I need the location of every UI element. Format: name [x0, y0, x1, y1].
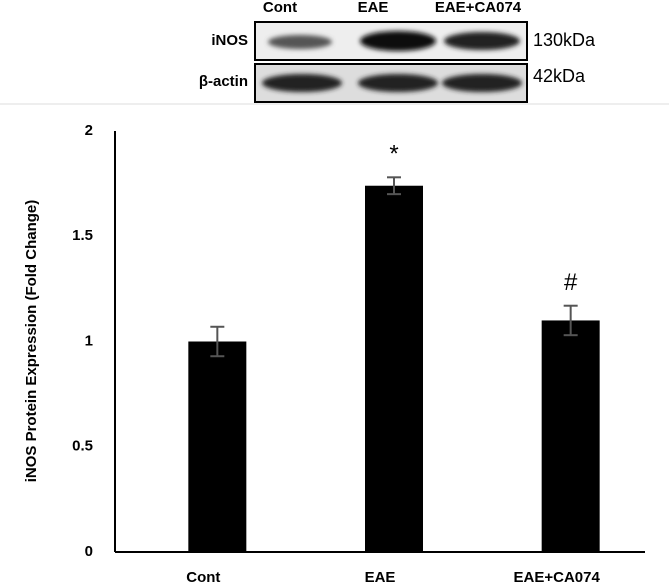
row-label: iNOS	[211, 32, 248, 49]
lane-label: EAE	[358, 0, 389, 16]
annotation: #	[564, 269, 578, 296]
error-bar	[210, 325, 225, 358]
error-bar	[387, 176, 401, 196]
lane-label: Cont	[263, 0, 297, 16]
lane-label: EAE+CA074	[435, 0, 522, 16]
bar	[541, 320, 600, 552]
x-tick-label: EAE	[365, 569, 396, 586]
x-tick-label: Cont	[186, 569, 220, 586]
bands	[262, 31, 522, 92]
y-tick-label: 1.5	[72, 227, 93, 244]
size-label: 42kDa	[533, 66, 586, 86]
y-tick-label: 0	[85, 543, 93, 560]
error-bar	[563, 304, 578, 337]
annotation: *	[389, 141, 398, 168]
row-label: β-actin	[199, 73, 248, 90]
y-tick-label: 1	[85, 332, 93, 349]
x-tick-label: EAE+CA074	[514, 569, 601, 586]
blot: Cont EAE EAE+CA074 iNOS β-actin 130kDa 4…	[0, 0, 669, 105]
plot: 0 0.5 1 1.5 2 Cont EAE EAE+CA074 * #	[72, 122, 645, 586]
size-label: 130kDa	[533, 30, 596, 50]
y-tick-label: 0.5	[72, 438, 93, 455]
y-tick-label: 2	[85, 122, 93, 139]
bar	[188, 341, 247, 552]
bar	[365, 185, 423, 553]
y-axis-label: iNOS Protein Expression (Fold Change)	[23, 200, 40, 483]
